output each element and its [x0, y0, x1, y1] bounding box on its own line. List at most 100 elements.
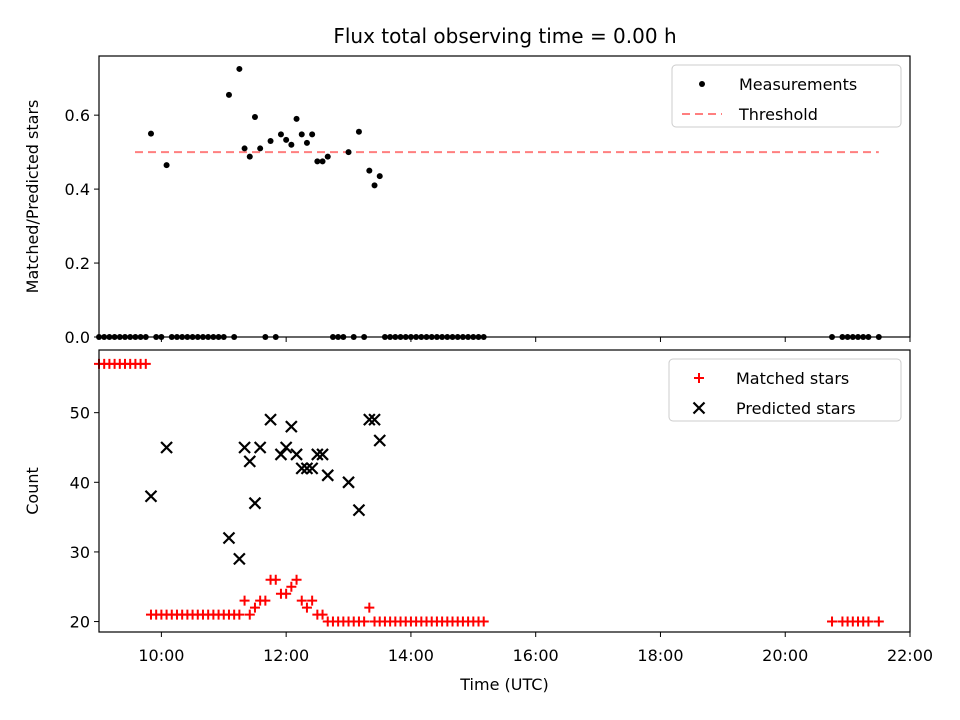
predicted-star-point [373, 434, 387, 447]
matched-star-point [307, 595, 318, 606]
predicted-star-point [248, 496, 262, 510]
legend-matched-marker [694, 373, 704, 383]
predicted-star-point [300, 462, 314, 475]
measurement-point [376, 173, 383, 180]
ratio-panel: 0.0 0.2 0.4 0.6 Matched/Predicted stars Measu… [23, 55, 911, 347]
y-tick-label: 20 [70, 613, 90, 632]
predicted-star-point [238, 441, 251, 454]
matched-star-point [286, 581, 297, 592]
predicted-star-point [316, 448, 329, 461]
predicted-star-point [144, 489, 158, 503]
measurement-point [303, 139, 310, 146]
matched-star-point [234, 609, 245, 620]
legend-label: Predicted stars [736, 399, 856, 418]
legend-predicted-marker [692, 401, 706, 415]
predicted-star-point [342, 476, 355, 489]
measurement-point [147, 130, 154, 137]
predicted-star-point [290, 448, 303, 461]
y-axis-label: Matched/Predicted stars [23, 100, 42, 294]
measurement-point [277, 131, 284, 138]
x-tick-label: 12:00 [263, 646, 309, 665]
measurement-point [236, 65, 243, 72]
measurement-point [251, 114, 258, 121]
y-tick-label: 0.4 [65, 180, 90, 199]
predicted-star-point [305, 462, 319, 475]
measurement-point [324, 153, 331, 160]
measurement-point [345, 149, 352, 156]
predicted-star-point [279, 441, 293, 454]
matched-star-point [239, 595, 250, 606]
y-tick-label: 0.6 [65, 106, 90, 125]
measurement-point [257, 145, 264, 152]
axes-frame [98, 55, 911, 338]
measurement-point [288, 141, 295, 148]
predicted-star-point [321, 469, 335, 482]
legend-box [668, 358, 902, 422]
matched-star-point [364, 602, 375, 613]
measurement-point [163, 162, 170, 169]
predicted-star-point [264, 413, 277, 426]
measurement-point [355, 128, 362, 135]
matched-star-point [260, 595, 271, 606]
legend-label: Threshold [738, 105, 818, 124]
matched-star-point [478, 616, 489, 627]
legend-measurement-marker [699, 81, 705, 87]
matched-star-point [301, 602, 312, 613]
measurement-point [371, 182, 378, 189]
matched-star-point [249, 602, 260, 613]
measurement-point [267, 138, 274, 145]
y-axis-label: Count [23, 467, 42, 515]
legend-box [671, 64, 902, 128]
predicted-star-point [160, 441, 173, 454]
matched-star-point [827, 616, 838, 627]
matched-star-point [244, 609, 255, 620]
predicted-star-point [222, 531, 236, 545]
y-tick-label: 0.0 [65, 328, 90, 347]
predicted-star-point [253, 441, 267, 454]
predicted-star-point [368, 413, 381, 426]
measurement-point [293, 115, 300, 122]
predicted-star-point [363, 413, 376, 426]
y-tick-label: 50 [70, 404, 90, 423]
x-tick-label: 10:00 [138, 646, 184, 665]
measurement-point [225, 91, 232, 98]
matched-star-point [281, 588, 292, 599]
chart-title: Flux total observing time = 0.00 h [333, 24, 676, 48]
measurement-point [298, 131, 305, 138]
predicted-star-point [352, 503, 366, 517]
predicted-star-point [233, 552, 246, 566]
x-tick-label: 16:00 [513, 646, 559, 665]
x-tick-label: 22:00 [887, 646, 933, 665]
matched-star-point [270, 574, 281, 585]
matched-star-point [140, 358, 151, 369]
matched-star-point [291, 574, 302, 585]
predicted-star-point [285, 420, 298, 433]
count-panel: 20 30 40 50 10:00 12:00 14:00 16:00 18:00 20:00 22… [23, 349, 933, 694]
matched-star-point [317, 609, 328, 620]
y-tick-label: 0.2 [65, 254, 90, 273]
measurement-point [319, 158, 326, 165]
measurement-point [283, 136, 290, 143]
measurement-point [309, 131, 316, 138]
x-tick-label: 18:00 [637, 646, 683, 665]
y-tick-label: 40 [70, 473, 90, 492]
x-tick-label: 14:00 [388, 646, 434, 665]
matched-star-point [873, 616, 884, 627]
measurement-point [241, 145, 248, 152]
predicted-star-point [311, 448, 324, 461]
legend-label: Measurements [739, 75, 857, 94]
measurement-point [366, 167, 373, 174]
matched-star-point [296, 595, 307, 606]
axes-frame [98, 349, 911, 633]
matched-star-point [863, 616, 874, 627]
matched-star-point [359, 616, 370, 627]
x-axis-label: Time (UTC) [459, 675, 548, 694]
x-tick-label: 20:00 [762, 646, 808, 665]
predicted-star-point [274, 448, 288, 461]
y-tick-label: 30 [70, 543, 90, 562]
measurement-point [314, 158, 321, 165]
measurement-point [246, 153, 253, 160]
legend-label: Matched stars [736, 369, 849, 388]
predicted-star-point [295, 462, 309, 475]
